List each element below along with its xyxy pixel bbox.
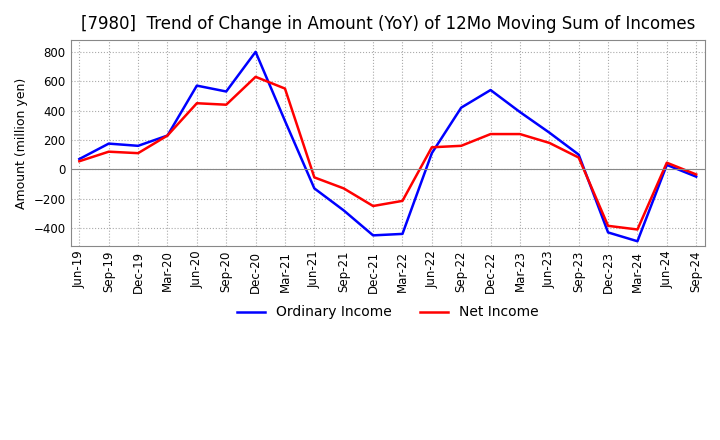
Net Income [369, 203, 377, 209]
Net Income [575, 155, 583, 160]
Legend: Ordinary Income, Net Income: Ordinary Income, Net Income [232, 300, 544, 325]
Net Income [192, 101, 201, 106]
Net Income [662, 160, 671, 165]
Net Income [134, 150, 143, 156]
Ordinary Income [163, 133, 172, 138]
Ordinary Income [339, 208, 348, 213]
Ordinary Income [398, 231, 407, 237]
Net Income [604, 223, 613, 228]
Ordinary Income [545, 130, 554, 135]
Ordinary Income [134, 143, 143, 148]
Ordinary Income [104, 141, 113, 146]
Net Income [339, 186, 348, 191]
Net Income [104, 149, 113, 154]
Line: Net Income: Net Income [79, 77, 696, 230]
Title: [7980]  Trend of Change in Amount (YoY) of 12Mo Moving Sum of Incomes: [7980] Trend of Change in Amount (YoY) o… [81, 15, 695, 33]
Net Income [486, 132, 495, 137]
Ordinary Income [575, 152, 583, 157]
Ordinary Income [604, 230, 613, 235]
Net Income [516, 132, 524, 137]
Net Income [398, 198, 407, 204]
Net Income [251, 74, 260, 80]
Net Income [222, 102, 230, 107]
Ordinary Income [457, 105, 466, 110]
Net Income [310, 175, 319, 180]
Net Income [692, 172, 701, 177]
Ordinary Income [516, 110, 524, 115]
Net Income [281, 86, 289, 91]
Ordinary Income [662, 162, 671, 168]
Y-axis label: Amount (million yen): Amount (million yen) [15, 77, 28, 209]
Ordinary Income [281, 118, 289, 124]
Net Income [545, 140, 554, 146]
Ordinary Income [692, 174, 701, 179]
Ordinary Income [486, 88, 495, 93]
Ordinary Income [222, 89, 230, 94]
Ordinary Income [428, 150, 436, 156]
Ordinary Income [192, 83, 201, 88]
Net Income [633, 227, 642, 232]
Ordinary Income [633, 238, 642, 244]
Ordinary Income [75, 156, 84, 161]
Ordinary Income [251, 49, 260, 55]
Ordinary Income [369, 233, 377, 238]
Ordinary Income [310, 186, 319, 191]
Net Income [75, 158, 84, 164]
Net Income [457, 143, 466, 148]
Net Income [163, 133, 172, 138]
Net Income [428, 145, 436, 150]
Line: Ordinary Income: Ordinary Income [79, 52, 696, 241]
